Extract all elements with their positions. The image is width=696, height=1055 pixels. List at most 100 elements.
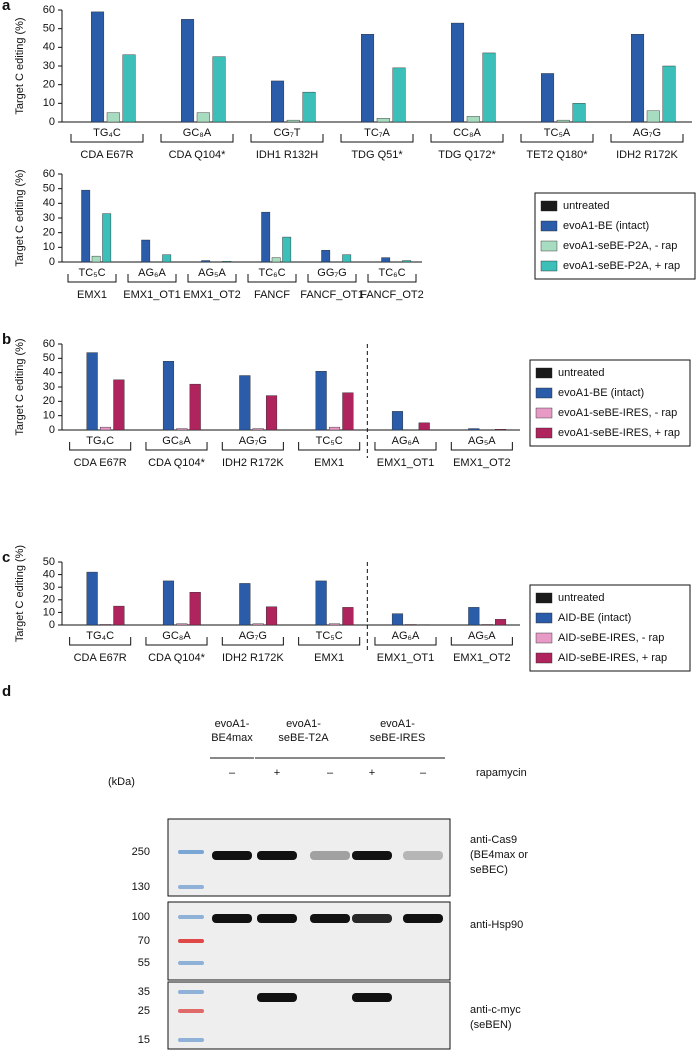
x-tick-label: CDA Q104* xyxy=(169,149,227,161)
legend-label: evoA1-BE (intact) xyxy=(563,220,649,232)
blot-band xyxy=(352,993,392,1002)
y-tick-label: 40 xyxy=(43,569,55,581)
motif-label: TC₅A xyxy=(544,127,571,139)
legend-label: untreated xyxy=(563,200,609,212)
blot-band xyxy=(403,914,443,923)
bar xyxy=(316,581,327,625)
x-tick-label: CDA Q104* xyxy=(148,652,206,664)
x-tick-label: FANCF_OT1 xyxy=(300,289,364,301)
panel-label: c xyxy=(2,549,10,566)
blot-band xyxy=(310,914,350,923)
bar xyxy=(382,258,390,262)
y-tick-label: 50 xyxy=(43,183,55,195)
motif-label: TC₅C xyxy=(78,267,105,279)
antibody-label: anti-Cas9 xyxy=(470,834,517,846)
motif-label: CC₈A xyxy=(453,127,481,139)
bar xyxy=(271,81,284,122)
legend-swatch xyxy=(536,653,552,663)
bar xyxy=(202,261,210,262)
bar xyxy=(239,583,250,625)
legend-swatch xyxy=(536,593,552,603)
bar xyxy=(343,607,354,625)
bar xyxy=(361,34,374,122)
ladder-band xyxy=(178,939,204,943)
bar xyxy=(482,624,493,625)
bar xyxy=(262,212,270,262)
y-tick-label: 40 xyxy=(43,41,55,53)
lane-header: evoA1- xyxy=(380,718,415,730)
motif-label: GC₈A xyxy=(162,435,191,447)
blot-membrane xyxy=(168,902,450,980)
bar xyxy=(163,361,174,430)
bar xyxy=(343,393,354,430)
bar xyxy=(177,624,188,625)
x-tick-label: IDH2 R172K xyxy=(222,457,284,469)
legend-label: evoA1-seBE-P2A, + rap xyxy=(563,260,680,272)
bar xyxy=(393,68,406,122)
marker-label: 55 xyxy=(138,957,150,969)
blot-band xyxy=(257,851,297,860)
treatment: + xyxy=(274,767,280,779)
y-tick-label: 0 xyxy=(49,116,55,128)
bar xyxy=(213,57,226,122)
bar xyxy=(114,606,125,625)
motif-label: AG₆A xyxy=(392,630,420,642)
x-tick-label: CDA Q104* xyxy=(148,457,206,469)
legend-label: evoA1-BE (intact) xyxy=(558,387,644,399)
motif-label: TG₄C xyxy=(86,435,114,447)
blot-band xyxy=(403,851,443,860)
bar xyxy=(451,23,464,122)
motif-label: TG₄C xyxy=(93,127,121,139)
bar xyxy=(253,624,264,625)
motif-label: CG₇T xyxy=(273,127,300,139)
y-tick-label: 0 xyxy=(49,424,55,436)
motif-label: GG₇G xyxy=(317,267,346,279)
motif-label: AG₆A xyxy=(392,435,420,447)
bar xyxy=(419,423,430,430)
legend-label: AID-BE (intact) xyxy=(558,612,631,624)
x-tick-label: EMX1_OT2 xyxy=(453,652,510,664)
y-tick-label: 10 xyxy=(43,606,55,618)
legend-label: evoA1-seBE-P2A, - rap xyxy=(563,240,677,252)
bar xyxy=(266,396,277,430)
x-tick-label: EMX1_OT2 xyxy=(183,289,240,301)
x-tick-label: IDH1 R132H xyxy=(256,149,318,161)
marker-label: 15 xyxy=(138,1034,150,1046)
bar xyxy=(495,429,506,430)
antibody-label: anti-Hsp90 xyxy=(470,919,523,931)
legend-swatch xyxy=(536,633,552,643)
legend-label: untreated xyxy=(558,367,604,379)
blot-band xyxy=(310,851,350,860)
bar xyxy=(142,240,150,262)
y-tick-label: 20 xyxy=(43,79,55,91)
lane-header: evoA1- xyxy=(215,718,250,730)
antibody-label: seBEC) xyxy=(470,864,508,876)
treatment: + xyxy=(369,767,375,779)
bar xyxy=(163,255,171,262)
lane-header: BE4max xyxy=(211,732,253,744)
y-tick-label: 30 xyxy=(43,60,55,72)
legend-label: AID-seBE-IRES, + rap xyxy=(558,652,667,664)
bar xyxy=(557,120,570,122)
ladder-band xyxy=(178,961,204,965)
y-tick-label: 60 xyxy=(43,338,55,350)
marker-label: 250 xyxy=(132,846,150,858)
marker-label: 35 xyxy=(138,986,150,998)
legend-swatch xyxy=(541,221,557,231)
motif-label: GC₈A xyxy=(162,630,191,642)
x-tick-label: EMX1 xyxy=(77,289,107,301)
ladder-band xyxy=(178,850,204,854)
bar xyxy=(177,429,188,430)
legend-swatch xyxy=(536,388,552,398)
legend-swatch xyxy=(536,428,552,438)
y-tick-label: 0 xyxy=(49,256,55,268)
blot-band xyxy=(257,993,297,1002)
bar xyxy=(87,572,98,625)
bar xyxy=(403,261,411,262)
blot-band xyxy=(352,851,392,860)
lane-header: seBE-T2A xyxy=(278,732,329,744)
bar xyxy=(322,250,330,262)
y-tick-label: 40 xyxy=(43,367,55,379)
x-tick-label: IDH2 R172K xyxy=(616,149,678,161)
